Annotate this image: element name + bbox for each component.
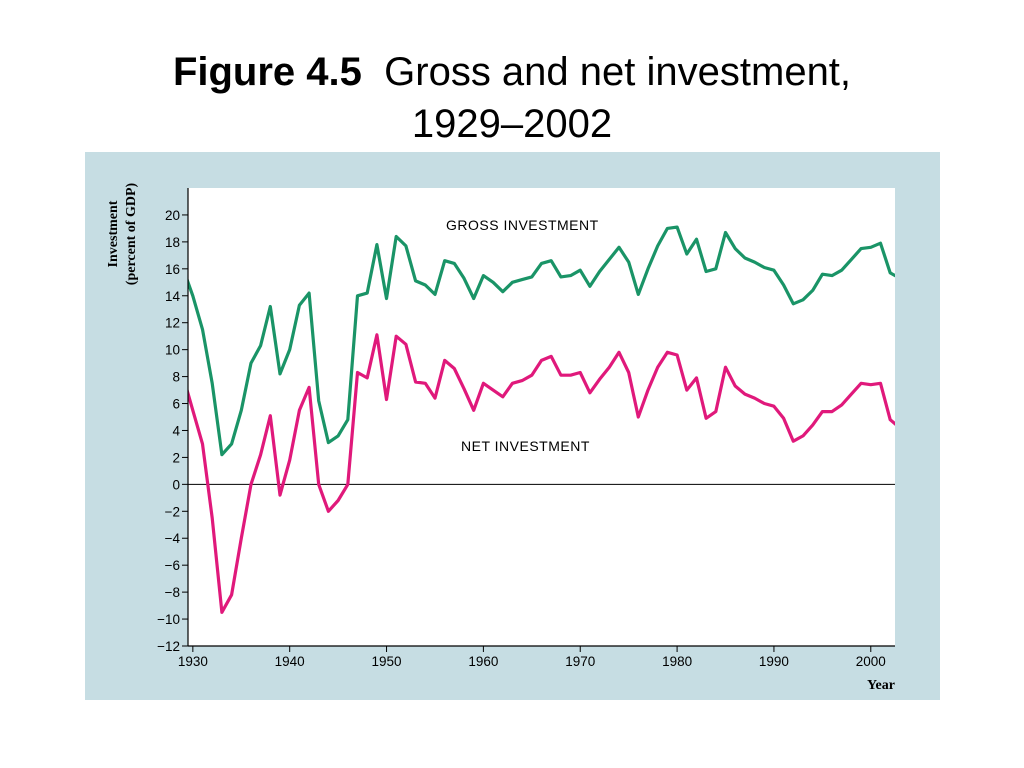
y-tick-label: −6 bbox=[165, 558, 180, 573]
y-tick-label: −8 bbox=[165, 585, 180, 600]
y-axis-title: Investment (percent of GDP) bbox=[106, 182, 139, 285]
net-investment-line bbox=[188, 333, 895, 614]
y-tick-label: 14 bbox=[165, 289, 181, 304]
x-tick-label: 2000 bbox=[856, 654, 886, 669]
y-axis-title-line1: Investment bbox=[106, 200, 121, 267]
slide-title: Figure 4.5 Gross and net investment, 192… bbox=[0, 46, 1024, 150]
gross-investment-label: GROSS INVESTMENT bbox=[446, 217, 599, 233]
y-tick-label: −4 bbox=[165, 531, 181, 546]
slide-title-line1: Figure 4.5 Gross and net investment, bbox=[0, 46, 1024, 98]
chart-panel: Investment (percent of GDP) −12 −10 −8 −6 −4… bbox=[85, 152, 940, 700]
figure-number: Figure 4.5 bbox=[172, 50, 362, 94]
x-tick-label: 1950 bbox=[372, 654, 402, 669]
net-investment-label: NET INVESTMENT bbox=[461, 438, 590, 454]
plot-area bbox=[188, 188, 895, 646]
y-tick-label: 12 bbox=[165, 316, 180, 331]
y-tick-label: 18 bbox=[165, 235, 180, 250]
series-lines bbox=[188, 225, 895, 614]
x-tick-label: 1980 bbox=[662, 654, 692, 669]
figure-caption: Gross and net investment, bbox=[384, 50, 852, 94]
y-tick-label: 16 bbox=[165, 262, 180, 277]
y-tick-label: −10 bbox=[157, 612, 180, 627]
y-axis: −12 −10 −8 −6 −4 −2 0 2 4 6 8 10 12 14 16 18 20 bbox=[157, 208, 188, 654]
y-axis-title-line2: (percent of GDP) bbox=[124, 182, 139, 285]
x-tick-label: 1960 bbox=[468, 654, 498, 669]
investment-line-chart: Investment (percent of GDP) −12 −10 −8 −6 −4… bbox=[85, 152, 940, 700]
x-tick-label: 1990 bbox=[759, 654, 789, 669]
y-tick-label: −2 bbox=[165, 504, 180, 519]
slide-title-line2: 1929–2002 bbox=[411, 102, 613, 146]
y-tick-label: 4 bbox=[172, 423, 180, 438]
y-tick-label: 6 bbox=[172, 397, 180, 412]
x-tick-label: 1970 bbox=[565, 654, 595, 669]
y-tick-label: −12 bbox=[157, 639, 180, 654]
x-tick-label: 1940 bbox=[275, 654, 305, 669]
y-tick-label: 0 bbox=[172, 477, 180, 492]
x-axis: 1930 1940 1950 1960 1970 1980 1990 2000 bbox=[178, 646, 886, 669]
y-tick-label: 2 bbox=[172, 450, 180, 465]
y-tick-label: 20 bbox=[165, 208, 180, 223]
gross-investment-line bbox=[188, 225, 895, 457]
x-tick-label: 1930 bbox=[178, 654, 208, 669]
y-tick-label: 8 bbox=[172, 370, 180, 385]
x-axis-title: Year bbox=[867, 678, 895, 693]
y-tick-label: 10 bbox=[165, 343, 180, 358]
